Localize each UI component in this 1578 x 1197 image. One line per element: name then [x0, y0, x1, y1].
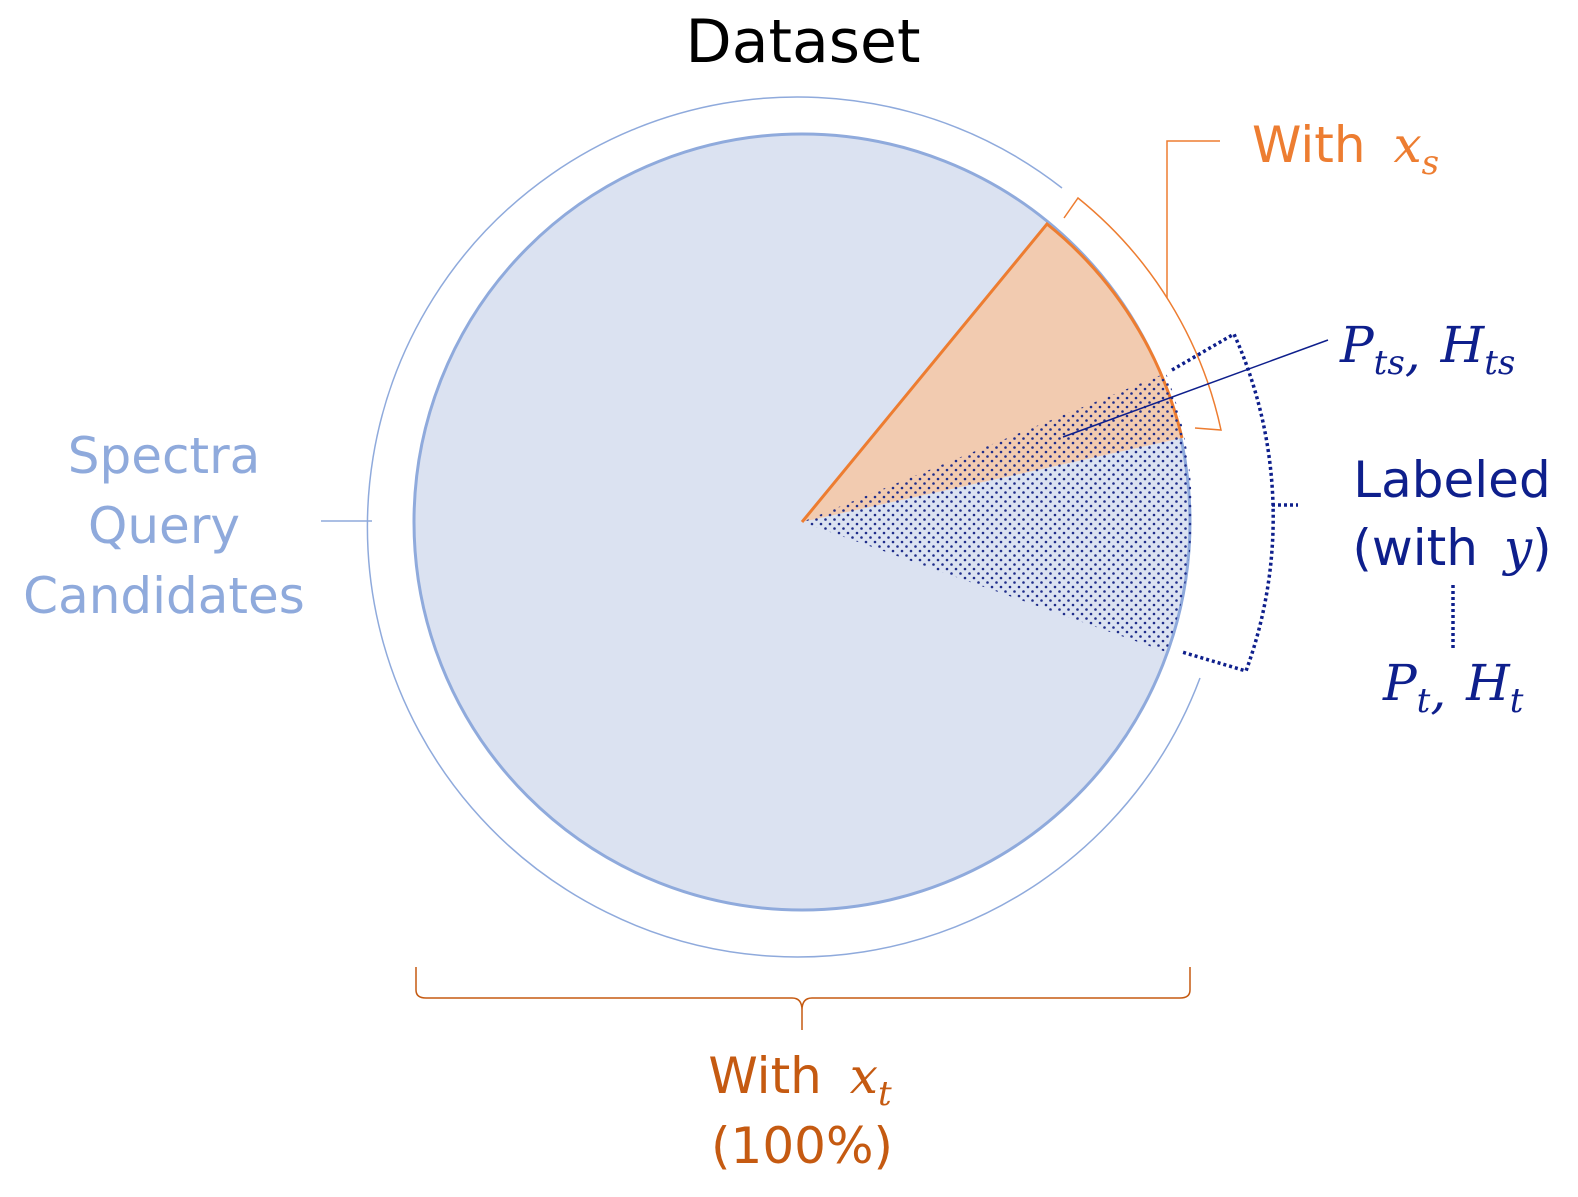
labeled-line1: Labeled — [1353, 451, 1550, 509]
pts-hts-label: Pts, Hts — [1339, 316, 1515, 383]
pts-p: P — [1339, 316, 1375, 374]
xt-brace — [415, 967, 1191, 1030]
pts-p-sub: ts — [1374, 343, 1405, 383]
xs-leader-line — [1166, 140, 1220, 298]
with-xt-label: With xt — [708, 1047, 892, 1114]
pts-pointer-line — [1062, 339, 1329, 438]
labeled-var-y: y — [1502, 519, 1533, 577]
pt-h-sub: t — [1510, 681, 1524, 721]
with-xt-var: x — [850, 1047, 878, 1105]
diagram-title: Dataset — [686, 7, 921, 77]
pt-p-sub: t — [1417, 681, 1431, 721]
xs-bracket-arc — [1063, 196, 1222, 431]
with-xt-sub: t — [878, 1074, 892, 1114]
spectra-label-line3: Candidates — [23, 567, 305, 625]
pt-ht-label: Pt, Ht — [1382, 654, 1524, 721]
with-xs-label: With xs — [1252, 116, 1439, 183]
pts-comma: , — [1405, 324, 1421, 382]
labeled-close: ) — [1532, 519, 1552, 577]
with-xs-prefix: With — [1252, 116, 1366, 174]
labeled-region — [802, 373, 1192, 652]
outer-ring-arc — [366, 96, 1201, 958]
pt-p: P — [1382, 654, 1418, 712]
pts-h: H — [1440, 316, 1486, 374]
pt-comma: , — [1430, 662, 1446, 720]
with-xs-sub: s — [1422, 143, 1439, 183]
with-xt-prefix: With — [708, 1047, 822, 1105]
pts-h-sub: ts — [1484, 343, 1515, 383]
spectra-label-line1: Spectra — [68, 427, 261, 485]
labeled-open: (with — [1352, 519, 1478, 577]
labeled-line2: (with y) — [1352, 519, 1551, 577]
with-xt-percent: (100%) — [711, 1117, 893, 1175]
spectra-label-line2: Query — [88, 497, 240, 555]
pt-h: H — [1465, 654, 1511, 712]
with-xs-var: x — [1393, 116, 1421, 174]
